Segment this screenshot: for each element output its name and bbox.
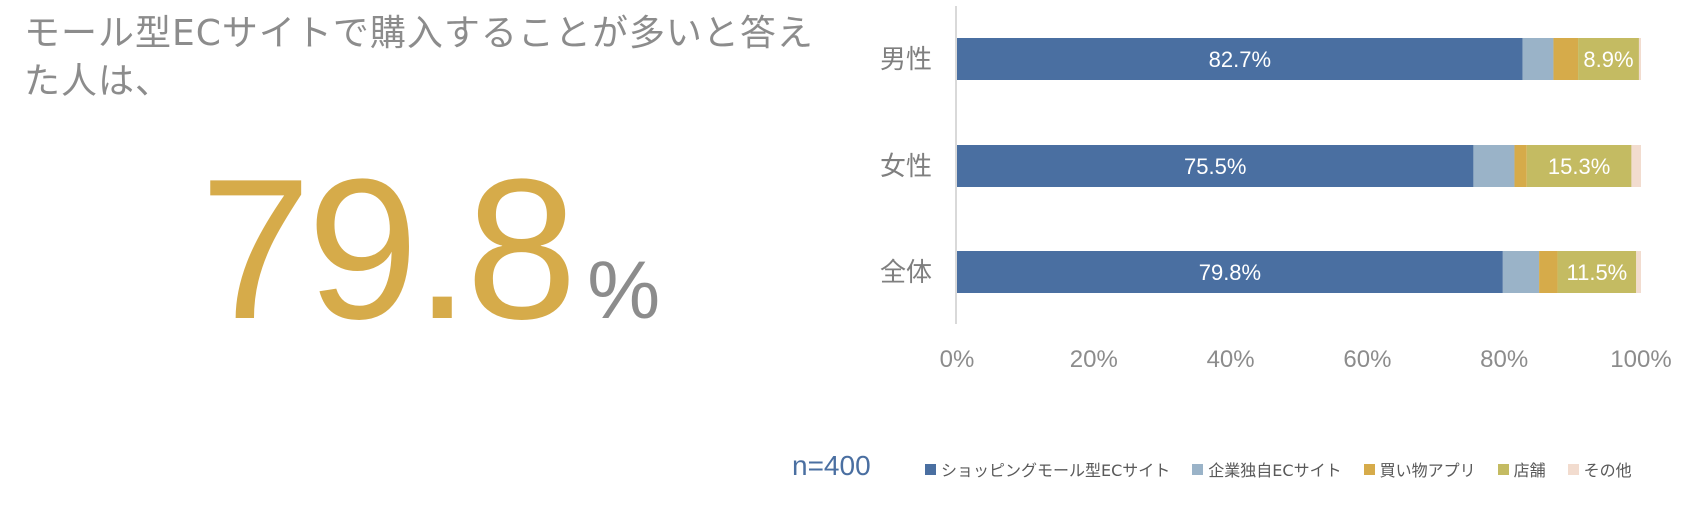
data-label: 11.5% [1567, 260, 1628, 285]
x-tick-label: 40% [1207, 346, 1255, 373]
data-label: 79.8% [1199, 260, 1261, 285]
bar-segment [1526, 145, 1632, 187]
bar-segment [1638, 38, 1641, 80]
legend-item: ショッピングモール型ECサイト [925, 457, 1170, 481]
legend-item: 買い物アプリ [1363, 457, 1476, 481]
legend-swatch [1567, 463, 1579, 475]
headline: モール型ECサイトで購入することが多いと答えた人は、 [24, 13, 814, 102]
bar-segment [1522, 38, 1554, 80]
legend-item: 企業独自ECサイト [1192, 457, 1342, 481]
highlight-value: 79.8% [200, 150, 660, 350]
chart-legend: ショッピングモール型ECサイト 企業独自ECサイト 買い物アプリ 店舗 その他 [925, 457, 1632, 481]
x-tick-label: 0% [940, 346, 975, 373]
bar-segment [957, 145, 1474, 187]
bar-segment [1502, 251, 1540, 293]
x-tick-label: 80% [1480, 346, 1528, 373]
x-tick-label: 60% [1343, 346, 1391, 373]
legend-swatch [1363, 463, 1375, 475]
legend-label: 企業独自ECサイト [1208, 461, 1342, 480]
legend-item: 店舗 [1497, 457, 1546, 481]
bar-segment [1636, 251, 1641, 293]
bar-segment [1557, 251, 1637, 293]
bar-segment [1539, 251, 1558, 293]
legend-label: ショッピングモール型ECサイト [941, 461, 1171, 480]
bar-segment [1631, 145, 1641, 187]
data-label: 15.3% [1548, 154, 1610, 179]
legend-swatch [1192, 463, 1204, 475]
stacked-bar-chart: 男性 82.7% 8.9% 女性 75.5% 15.3% 全体 79.8% 11.5% 0% 20%… [880, 6, 1672, 373]
category-label: 男性 [880, 45, 932, 75]
data-label: 75.5% [1184, 154, 1246, 179]
bar-segment [1578, 38, 1639, 80]
legend-swatch [925, 463, 936, 475]
x-tick-label: 100% [1610, 346, 1671, 373]
highlight-unit: % [587, 245, 661, 336]
bar-segment [957, 38, 1523, 80]
category-label: 全体 [880, 258, 932, 288]
legend-item: その他 [1567, 457, 1632, 481]
x-tick-label: 20% [1070, 346, 1118, 373]
legend-swatch [1497, 463, 1509, 475]
data-label: 8.9% [1583, 47, 1633, 72]
category-label: 女性 [880, 152, 932, 182]
sample-size: n=400 [792, 450, 871, 481]
bar-segment [1553, 38, 1579, 80]
legend-label: 店舗 [1513, 461, 1546, 480]
legend-label: 買い物アプリ [1379, 461, 1476, 480]
bar-segment [1514, 145, 1527, 187]
highlight-number: 79.8 [200, 138, 577, 361]
bar-segment [957, 251, 1503, 293]
data-label: 82.7% [1209, 47, 1271, 72]
bar-segment [1473, 145, 1515, 187]
legend-label: その他 [1583, 461, 1632, 480]
